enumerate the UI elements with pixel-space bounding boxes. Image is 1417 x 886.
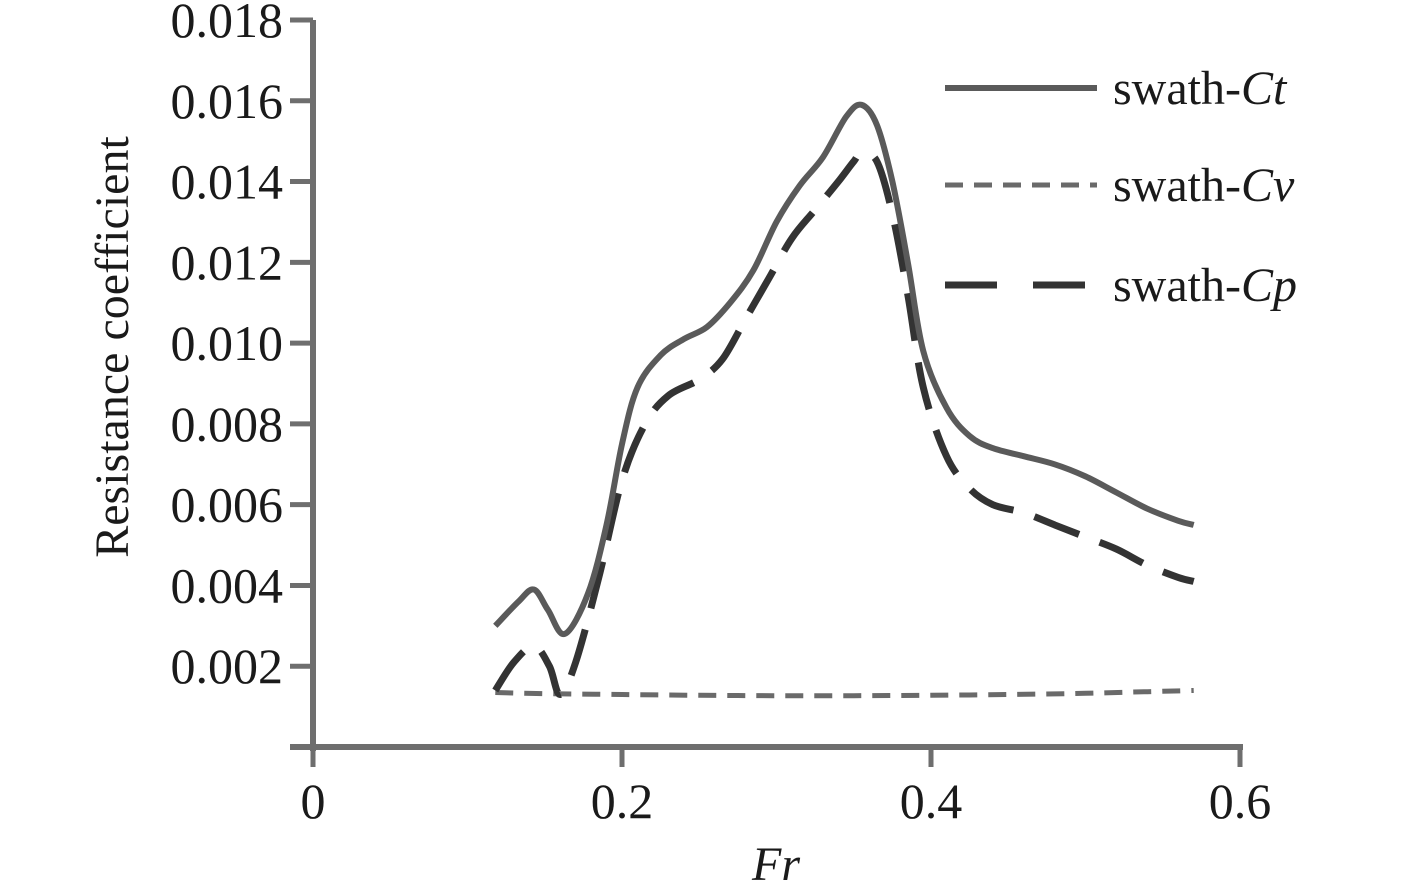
tick-marks [290,17,1243,767]
legend-label: swath-Cp [1113,259,1297,312]
y-tick-label: 0.008 [171,396,284,452]
y-tick-label: 0.004 [171,557,284,613]
x-tick-label: 0.2 [591,773,654,829]
axes [290,20,1243,751]
legend-label: swath-Cv [1113,159,1295,212]
legend: swath-Ct swath-Cv swath-Cp [945,62,1297,312]
x-tick-label: 0 [301,773,326,829]
legend-label: swath-Ct [1113,62,1288,115]
y-tick-label: 0.010 [171,315,284,371]
series-lines [492,101,1195,699]
series-line-ct [493,101,1195,637]
tick-labels: 0.002 0.004 0.006 0.008 0.010 0.012 0.014 0.016… [171,0,1272,829]
x-tick-label: 0.6 [1209,773,1272,829]
series-line-cv [495,688,1194,699]
legend-item-cv: swath-Cv [945,159,1295,212]
y-tick-label: 0.006 [171,477,284,533]
y-tick-label: 0.002 [171,638,284,694]
series-line-cp [492,149,1195,698]
legend-item-ct: swath-Ct [945,62,1288,115]
y-tick-label: 0.012 [171,234,284,290]
x-axis-label: Fr [751,838,800,886]
y-tick-label: 0.018 [171,0,284,48]
x-tick-label: 0.4 [900,773,963,829]
y-tick-label: 0.014 [171,154,284,210]
y-tick-label: 0.016 [171,73,284,129]
y-axis-label: Resistance coefficient [86,136,139,558]
legend-item-cp: swath-Cp [945,259,1297,312]
